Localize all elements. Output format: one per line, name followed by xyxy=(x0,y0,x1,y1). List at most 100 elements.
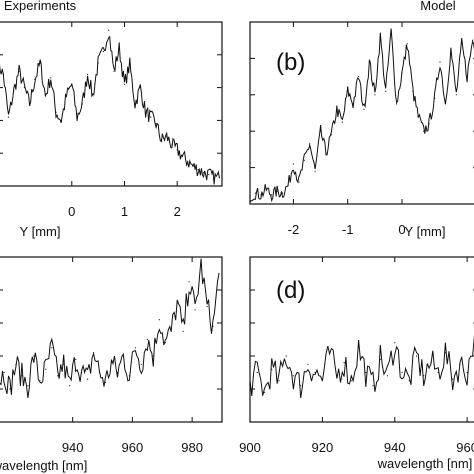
x-tick-label: 960 xyxy=(122,440,144,455)
data-point xyxy=(321,378,323,380)
series-line xyxy=(249,336,474,399)
data-point xyxy=(97,62,99,64)
data-point xyxy=(164,342,166,344)
data-point xyxy=(63,363,65,365)
data-point xyxy=(182,330,184,332)
data-point xyxy=(368,61,370,63)
data-point xyxy=(150,116,152,118)
x-tick-label: 920 xyxy=(312,440,334,455)
data-point xyxy=(15,363,17,365)
data-point xyxy=(122,355,124,357)
x-axis-label: wavelength [nm] xyxy=(0,458,87,473)
data-point xyxy=(102,50,104,53)
data-point xyxy=(466,76,468,78)
data-point xyxy=(285,355,287,357)
data-point xyxy=(423,130,425,132)
data-point xyxy=(452,378,454,380)
panel-c xyxy=(0,256,223,423)
data-point xyxy=(365,371,367,374)
data-point xyxy=(110,362,113,364)
x-tick-label: 0 xyxy=(68,204,75,219)
data-point xyxy=(9,388,11,390)
x-axis-label: Y [mm] xyxy=(20,224,61,239)
data-point xyxy=(350,380,352,382)
data-point xyxy=(146,338,148,341)
data-point xyxy=(213,177,215,179)
x-axis-label: Y [mm] xyxy=(405,224,446,239)
panel-a xyxy=(0,21,223,187)
data-point xyxy=(254,192,256,194)
x-tick-label: 940 xyxy=(384,440,406,455)
data-point xyxy=(428,123,430,125)
data-point xyxy=(379,36,381,38)
data-point xyxy=(158,319,160,321)
data-point xyxy=(181,155,184,158)
data-point xyxy=(300,385,302,387)
data-point xyxy=(71,83,73,85)
data-point xyxy=(76,116,78,118)
data-point xyxy=(461,43,463,45)
data-point xyxy=(292,163,294,165)
data-point xyxy=(39,380,41,382)
data-point xyxy=(187,160,189,162)
data-point xyxy=(271,194,273,196)
panel-b xyxy=(249,21,474,205)
data-point xyxy=(271,368,273,370)
data-point xyxy=(394,342,396,344)
data-point xyxy=(116,371,119,374)
data-point xyxy=(386,375,389,377)
x-tick-label: 960 xyxy=(456,440,474,455)
data-point xyxy=(434,97,436,99)
data-point xyxy=(55,111,57,113)
data-point xyxy=(123,83,126,85)
data-point xyxy=(170,330,172,332)
data-point xyxy=(2,73,4,76)
data-point xyxy=(27,385,29,387)
data-point xyxy=(347,90,349,92)
x-tick-label: 980 xyxy=(181,440,203,455)
data-point xyxy=(336,108,338,110)
data-point xyxy=(23,87,25,89)
data-point xyxy=(29,103,31,105)
data-point xyxy=(81,103,83,105)
data-point xyxy=(87,73,89,76)
data-point xyxy=(455,94,457,96)
data-point xyxy=(65,95,68,97)
data-point xyxy=(145,111,147,113)
data-point xyxy=(415,355,418,357)
data-point xyxy=(218,272,220,275)
data-point xyxy=(93,352,95,354)
data-point xyxy=(176,302,178,304)
x-tick-label: -1 xyxy=(342,222,354,237)
data-point xyxy=(307,363,309,365)
data-point xyxy=(13,90,15,92)
data-point xyxy=(152,355,154,357)
data-point xyxy=(390,30,392,32)
data-point xyxy=(352,103,354,105)
data-point xyxy=(197,169,199,171)
data-point xyxy=(423,375,425,377)
data-point xyxy=(81,371,83,374)
panel-title: Experiments xyxy=(4,0,77,13)
data-point xyxy=(343,362,345,364)
data-point xyxy=(188,281,190,283)
plot-frame xyxy=(249,21,474,205)
data-point xyxy=(212,325,214,327)
data-point xyxy=(309,143,311,145)
data-point xyxy=(39,62,41,64)
data-point xyxy=(139,87,141,89)
data-point xyxy=(439,61,441,63)
x-axis-label: wavelength [nm] xyxy=(377,456,473,471)
data-point xyxy=(406,43,408,45)
data-point xyxy=(206,305,208,308)
data-point xyxy=(396,103,398,105)
x-tick-label: 0 xyxy=(398,222,405,237)
data-point xyxy=(330,134,332,136)
data-point xyxy=(104,381,107,383)
data-point xyxy=(98,371,101,374)
data-point xyxy=(155,123,157,125)
data-point xyxy=(113,70,115,72)
series-line xyxy=(0,35,220,185)
data-point xyxy=(203,172,205,174)
